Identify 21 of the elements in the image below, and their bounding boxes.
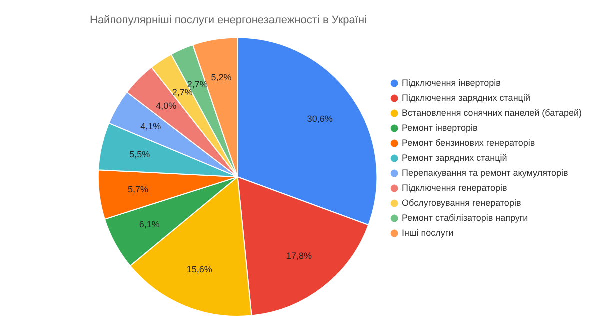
data-label: 30,6%: [307, 114, 333, 124]
legend-label: Ремонт бензинових генераторів: [402, 138, 536, 148]
legend-label: Підключення інверторів: [402, 78, 502, 88]
data-label: 17,8%: [286, 250, 312, 261]
data-label: 5,5%: [130, 149, 150, 160]
legend-label: Перепакування та ремонт акумуляторів: [402, 168, 568, 178]
legend-label: Підключення зарядних станцій: [402, 92, 530, 103]
data-label: 4,1%: [140, 121, 162, 132]
data-label: 6,1%: [139, 220, 160, 230]
chart-title: Найпопулярніші послуги енергонезалежності в Україні: [90, 14, 367, 27]
legend-label: Встановлення сонячних панелей (батарей): [402, 108, 582, 118]
legend-label: Ремонт зарядних станцій: [402, 152, 508, 163]
legend-label: Підключення генераторів: [402, 182, 508, 193]
legend-label: Обслуговування генераторів: [402, 198, 522, 208]
data-label: 4,0%: [156, 101, 177, 112]
data-label: 5,7%: [128, 184, 148, 194]
legend-label: Ремонт стабілізаторів напруги: [402, 212, 528, 223]
data-label: 15,6%: [186, 264, 212, 274]
data-label: 5,2%: [211, 72, 232, 83]
legend-label: Ремонт інверторів: [402, 122, 478, 133]
legend-label: Інші послуги: [402, 228, 454, 238]
